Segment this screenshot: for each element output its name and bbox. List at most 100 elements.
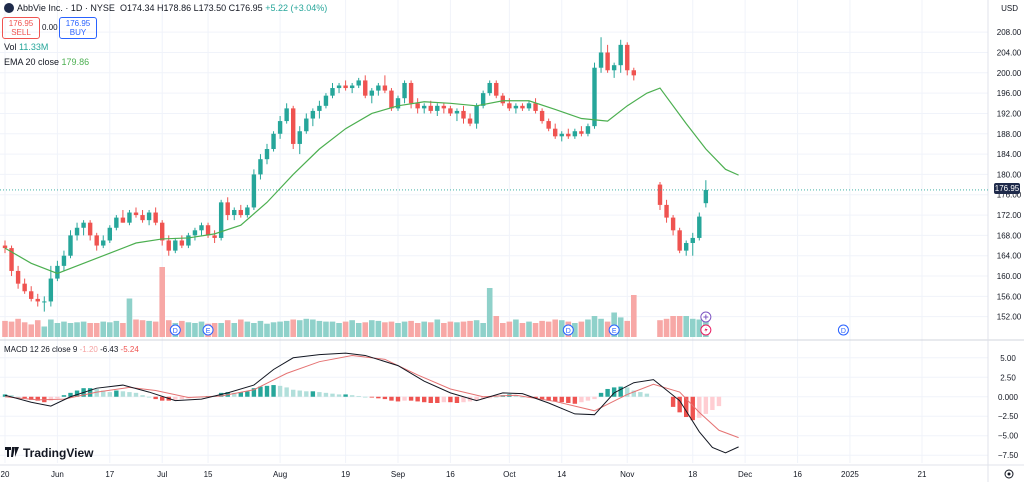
macd-histogram-bar bbox=[251, 388, 257, 397]
volume-bar bbox=[120, 323, 126, 337]
macd-histogram-bar bbox=[15, 396, 21, 398]
volume-bar bbox=[41, 326, 48, 337]
candle-body bbox=[500, 95, 505, 104]
candle-body bbox=[592, 67, 597, 127]
macd-histogram-bar bbox=[87, 388, 93, 397]
volume-legend[interactable]: Vol 11.33M bbox=[4, 42, 48, 52]
candle-body bbox=[173, 240, 178, 251]
sell-price: 176.95 bbox=[8, 19, 34, 28]
volume-value: 11.33M bbox=[19, 42, 49, 52]
macd-histogram-bar bbox=[120, 391, 126, 397]
time-tick-label: 18 bbox=[688, 470, 697, 479]
candle-body bbox=[507, 103, 512, 109]
time-tick-label: 16 bbox=[446, 470, 455, 479]
volume-bar bbox=[395, 323, 401, 337]
price-tick-label: 208.00 bbox=[997, 28, 1022, 37]
volume-bar bbox=[532, 323, 539, 337]
volume-bar bbox=[218, 323, 224, 337]
candle-body bbox=[336, 85, 342, 89]
time-tick-label: Oct bbox=[503, 470, 516, 479]
candle-body bbox=[146, 212, 152, 221]
macd-histogram-bar bbox=[48, 396, 54, 401]
macd-histogram-bar bbox=[291, 389, 296, 397]
volume-bar bbox=[342, 321, 349, 337]
volume-bar bbox=[152, 321, 159, 337]
volume-bar bbox=[421, 321, 427, 337]
ema-20-line bbox=[4, 87, 739, 275]
macd-histogram-bar bbox=[173, 396, 178, 400]
volume-bar bbox=[683, 316, 689, 337]
volume-bar bbox=[670, 316, 676, 337]
candle-body bbox=[415, 103, 420, 109]
time-tick-label: 2025 bbox=[841, 470, 859, 479]
volume-bar bbox=[591, 316, 598, 337]
volume-bar bbox=[441, 323, 447, 337]
candle-body bbox=[101, 240, 106, 246]
macd-histogram-bar bbox=[9, 395, 14, 397]
price-tick-label: 176.00 bbox=[997, 191, 1022, 200]
candle-body bbox=[376, 85, 381, 91]
volume-bar bbox=[336, 323, 342, 337]
macd-histogram-bar bbox=[625, 387, 630, 397]
candle-body bbox=[2, 245, 8, 249]
macd-histogram-bar bbox=[435, 396, 440, 403]
macd-histogram-bar bbox=[710, 396, 715, 411]
volume-bar bbox=[126, 298, 133, 337]
candle-body bbox=[48, 278, 54, 302]
settings-gear-icon bbox=[1004, 469, 1014, 479]
macd-histogram-bar bbox=[133, 392, 139, 397]
buy-price: 176.95 bbox=[65, 19, 91, 28]
candle-body bbox=[598, 52, 604, 68]
macd-histogram-bar bbox=[271, 385, 276, 397]
ohlc-open: O174.34 bbox=[120, 3, 155, 13]
macd-histogram-bar bbox=[461, 396, 466, 403]
candle-body bbox=[579, 131, 584, 134]
ohlc-readout: O174.34 H178.86 L173.50 C176.95 +5.22 (+… bbox=[120, 3, 327, 13]
volume-bar bbox=[277, 321, 283, 337]
volume-bar bbox=[493, 316, 500, 337]
volume-bar bbox=[434, 319, 441, 337]
currency-selector[interactable]: USD bbox=[1001, 4, 1018, 13]
candle-body bbox=[520, 105, 525, 109]
macd-label: MACD 12 26 close 9 bbox=[4, 345, 78, 354]
volume-bar bbox=[506, 321, 513, 337]
volume-bar bbox=[663, 318, 670, 337]
macd-histogram-bar bbox=[382, 396, 388, 400]
price-tick-label: 188.00 bbox=[997, 130, 1022, 139]
macd-histogram-bar bbox=[323, 392, 329, 397]
candle-body bbox=[428, 105, 433, 111]
ohlc-close: C176.95 bbox=[228, 3, 263, 13]
volume-bar bbox=[316, 320, 323, 337]
macd-histogram-bar bbox=[441, 396, 447, 403]
macd-histogram-bar bbox=[343, 394, 348, 397]
volume-bar bbox=[369, 320, 375, 337]
buy-button[interactable]: 176.95 BUY bbox=[59, 17, 97, 39]
macd-histogram-bar bbox=[566, 396, 571, 403]
symbol-title[interactable]: AbbVie Inc. · 1D · NYSE bbox=[17, 3, 115, 13]
candle-body bbox=[526, 103, 532, 109]
macd-legend[interactable]: MACD 12 26 close 9 -1.20 -6.43 -5.24 bbox=[4, 345, 139, 354]
candle-body bbox=[618, 44, 623, 66]
volume-bar bbox=[61, 321, 67, 337]
candle-body bbox=[343, 85, 348, 89]
macd-tick-label: −5.00 bbox=[998, 432, 1019, 441]
volume-bar bbox=[283, 320, 290, 337]
volume-bar bbox=[598, 318, 604, 337]
dividend-marker-label: D bbox=[841, 328, 846, 335]
volume-bar bbox=[545, 321, 552, 337]
sell-button[interactable]: 176.95 SELL bbox=[2, 17, 40, 39]
volume-bar bbox=[355, 323, 362, 337]
macd-line-value: -6.43 bbox=[100, 345, 119, 354]
volume-bar bbox=[552, 319, 558, 337]
candle-body bbox=[42, 301, 47, 303]
macd-histogram-bar bbox=[107, 392, 112, 397]
ema-legend[interactable]: EMA 20 close 179.86 bbox=[4, 57, 89, 67]
volume-bar bbox=[133, 319, 139, 337]
candle-body bbox=[572, 131, 578, 137]
dividend-marker bbox=[169, 324, 181, 336]
candle-body bbox=[271, 133, 276, 150]
macd-histogram-bar bbox=[474, 396, 479, 401]
candle-body bbox=[631, 70, 636, 76]
